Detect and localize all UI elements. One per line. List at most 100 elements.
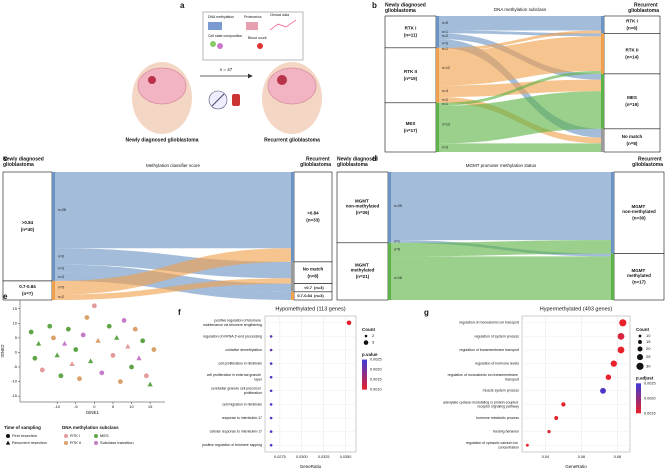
point <box>73 347 79 352</box>
y-tick-label: regulation of mRNA 3'-end processing <box>203 334 262 338</box>
y-tick-label: feeding behavior <box>493 430 520 434</box>
point <box>35 340 42 346</box>
flow-label: n=25 <box>394 204 402 208</box>
node-count: (n=14) <box>625 54 639 59</box>
node-box <box>613 171 665 255</box>
flow-label: n=1 <box>442 47 448 51</box>
dot <box>269 335 273 338</box>
legend-label: Subclass transition <box>100 440 134 445</box>
point <box>51 335 56 341</box>
flow-label: n=3 <box>442 146 448 150</box>
node-bar <box>601 73 604 129</box>
dot <box>600 387 606 394</box>
point <box>147 381 153 387</box>
chart-title: Hypermethylated (493 genes) <box>540 306 613 312</box>
inset-label: Blood count <box>248 36 267 40</box>
node-name: RTK I <box>626 18 638 23</box>
point <box>140 338 146 344</box>
point <box>129 364 134 370</box>
node-count: (n=8) <box>308 273 319 278</box>
chart-title: Hypomethylated (113 genes) <box>275 306 345 312</box>
dot <box>269 348 273 352</box>
node-name: 0.7-0.84 <box>297 293 312 298</box>
caption: Newly diagnosed glioblastoma <box>125 137 198 143</box>
y-tick-label: 5 <box>15 335 18 340</box>
x-axis-label: GeneRatio <box>300 464 322 469</box>
flow-label: n=28 <box>58 208 66 212</box>
legend-symbol <box>64 434 68 438</box>
node-count: (n=17) <box>632 280 646 285</box>
node-name: No match <box>303 266 324 271</box>
legend-symbol <box>637 346 643 352</box>
x-tick-label: -10 <box>54 404 61 409</box>
point <box>110 352 116 358</box>
colorbar <box>636 383 641 414</box>
sample-size: n = 47 <box>220 67 233 72</box>
inset-label: Proteomics <box>244 15 262 19</box>
x-axis-label: GeneRatio <box>565 464 587 469</box>
flow-label: n=5 <box>58 286 64 290</box>
node-bar <box>291 261 294 284</box>
y-tick-label: -10 <box>11 379 18 384</box>
flow-label: n=4 <box>442 89 448 93</box>
legend-symbol <box>5 440 11 445</box>
panel-letter: c <box>3 154 8 163</box>
dot <box>269 389 273 393</box>
legend-label: 10 <box>646 333 651 338</box>
legend-title: Count <box>362 327 375 332</box>
node-bar <box>436 102 439 152</box>
flow <box>439 16 601 31</box>
icon <box>211 93 225 107</box>
dot <box>269 403 273 406</box>
panel-letter: g <box>424 308 429 317</box>
y-tick-label: 0 <box>15 350 18 355</box>
y-tick-label: -15 <box>11 393 18 398</box>
dot <box>561 402 566 407</box>
node-name: MGMT methylated <box>351 263 375 273</box>
sankey-title: DNA methylation subclass <box>494 7 547 12</box>
point <box>106 323 112 329</box>
y-tick-label: adenylate cyclase-modulating G protein-c… <box>443 400 519 408</box>
node-box <box>384 15 437 49</box>
point <box>114 335 120 340</box>
flow <box>55 172 291 249</box>
flow-label: n=3 <box>58 275 64 279</box>
node-name: 0.7-0.84 <box>19 284 36 289</box>
node-name: MES <box>406 121 416 126</box>
y-tick-label: muscle system process <box>483 389 520 393</box>
point <box>95 337 101 343</box>
colorbar-label: 0.0015 <box>370 378 382 382</box>
panel-letter: d <box>372 154 377 163</box>
x-tick-label: 0.0300 <box>296 455 308 459</box>
point <box>117 379 123 384</box>
flow <box>55 248 291 295</box>
x-tick-label: 0 <box>93 404 96 409</box>
brain <box>137 67 187 105</box>
y-tick-label: regulation of system process <box>474 334 519 338</box>
point <box>144 373 149 379</box>
panel-letter: e <box>3 292 8 301</box>
y-tick-label: positive regulation of telomere capping <box>202 443 262 447</box>
point <box>121 318 127 323</box>
node-count: (n=7) <box>22 291 33 296</box>
y-tick-label: -5 <box>13 364 17 369</box>
flow-label: n=1 <box>442 30 448 34</box>
node-name: RTK II <box>626 47 639 52</box>
legend-label: 3 <box>372 340 375 345</box>
y-axis-label: tSNE2 <box>0 344 5 358</box>
legend-title: Time of sampling <box>4 425 41 430</box>
panel-letter: b <box>372 1 377 10</box>
node-bar <box>52 172 55 281</box>
node-bar <box>601 16 604 34</box>
panel-letter: f <box>178 308 181 317</box>
flow-label: n=5 <box>442 21 448 25</box>
dot <box>269 416 273 420</box>
y-tick-label: 10 <box>13 320 18 325</box>
node-count: (n=11) <box>404 33 418 38</box>
node-count: (n=30) <box>632 216 646 221</box>
point <box>32 355 38 361</box>
colorbar-label: 0.0025 <box>370 358 382 362</box>
legend-title: p.adjust <box>636 375 654 380</box>
point <box>80 332 86 338</box>
node-bar <box>601 33 604 74</box>
